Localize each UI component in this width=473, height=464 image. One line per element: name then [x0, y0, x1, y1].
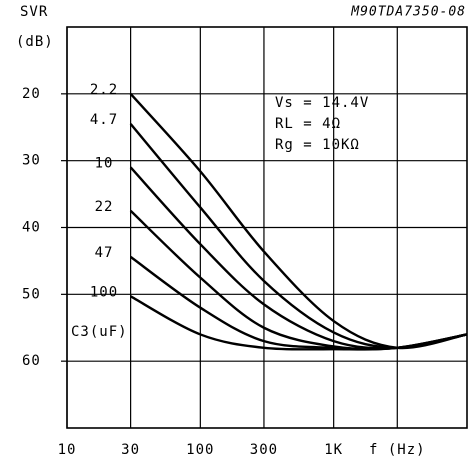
- x-tick-label: 30: [121, 442, 140, 458]
- curve: [129, 255, 468, 351]
- y-label: SVR: [20, 4, 48, 20]
- curve: [129, 166, 468, 350]
- y-tick-label: 20: [22, 86, 41, 102]
- y-tick-label: 40: [22, 220, 41, 236]
- legend-title: C3(uF): [71, 324, 128, 340]
- curve-label: 47: [95, 245, 114, 261]
- y-label: (dB): [16, 34, 54, 50]
- annotation: Vs = 14.4V: [275, 95, 369, 111]
- curve: [130, 295, 468, 351]
- curve-label: 22: [95, 199, 114, 215]
- x-tick-label: f (Hz): [369, 442, 426, 458]
- y-tick-label: 50: [22, 286, 41, 302]
- x-tick-label: 100: [186, 442, 214, 458]
- x-tick-label: 10: [58, 442, 77, 458]
- curve-label: 100: [90, 284, 118, 300]
- figure-code: M90TDA7350-08: [350, 5, 466, 20]
- y-tick-label: 60: [22, 353, 41, 369]
- annotation: RL = 4Ω: [275, 116, 341, 132]
- curve: [129, 209, 468, 351]
- x-tick-label: 1K: [324, 442, 343, 458]
- annotation: Rg = 10KΩ: [275, 137, 360, 153]
- curve: [129, 123, 468, 350]
- curve-label: 4.7: [90, 112, 118, 128]
- y-tick-label: 30: [22, 153, 41, 169]
- curve-label: 2.2: [90, 82, 118, 98]
- curve-label: 10: [95, 155, 114, 171]
- x-tick-label: 300: [250, 442, 278, 458]
